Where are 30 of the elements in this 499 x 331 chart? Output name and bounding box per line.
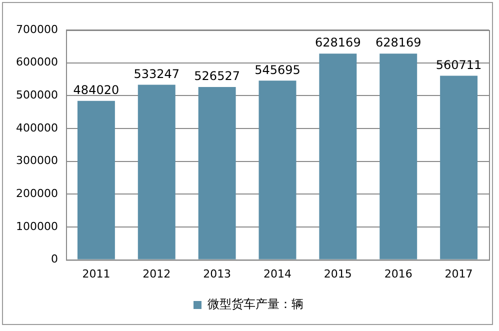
y-tick-label: 0 — [50, 252, 58, 266]
y-tick-label: 300000 — [16, 154, 58, 168]
y-tick-label: 400000 — [16, 121, 58, 134]
x-tick-label: 2011 — [82, 267, 110, 280]
data-label: 533247 — [134, 66, 180, 81]
bar — [380, 54, 418, 260]
y-tick-label: 700000 — [16, 22, 58, 36]
x-tick-label: 2017 — [444, 267, 473, 280]
data-label: 526527 — [194, 69, 240, 84]
x-tick-label: 2014 — [263, 267, 292, 280]
bar — [138, 84, 176, 260]
x-tick-label: 2013 — [203, 267, 232, 280]
x-tick-label: 2012 — [142, 267, 171, 280]
bar — [198, 86, 236, 260]
x-tick-label: 2015 — [324, 267, 352, 280]
bar — [319, 54, 357, 260]
bar — [440, 76, 478, 260]
data-label: 484020 — [73, 83, 120, 98]
data-label: 560711 — [436, 58, 482, 72]
data-label: 545695 — [254, 62, 300, 77]
y-tick-label: 200000 — [16, 187, 58, 200]
legend-label: 微型货车产量：辆 — [208, 297, 304, 312]
bar — [258, 80, 296, 260]
y-tick-label: 500000 — [16, 88, 58, 102]
bar — [77, 100, 115, 260]
data-label: 628169 — [315, 36, 361, 50]
data-label: 628169 — [375, 36, 422, 50]
x-tick-label: 2016 — [384, 267, 412, 280]
y-tick-label: 600000 — [16, 56, 58, 69]
y-tick-label: 100000 — [16, 220, 58, 233]
